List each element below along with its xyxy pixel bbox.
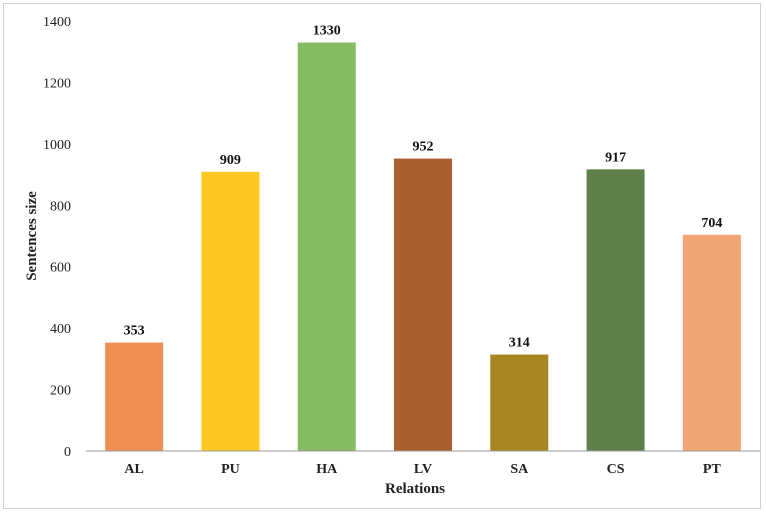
y-tick-label: 0 [64, 445, 71, 460]
bars [105, 42, 741, 452]
y-axis-ticks: 0 200 400 600 800 1000 1200 1400 [43, 15, 71, 460]
x-axis-ticks: AL PU HA LV SA CS PT [124, 462, 721, 477]
value-label-ha: 1330 [313, 24, 341, 39]
chart-frame: 0 200 400 600 800 1000 1200 1400 353 909 1330 952 3… [3, 3, 761, 509]
y-tick-label: 200 [50, 384, 71, 399]
value-label-al: 353 [124, 324, 145, 339]
value-label-pt: 704 [701, 216, 722, 231]
value-label-sa: 314 [509, 336, 530, 351]
x-tick-label-sa: SA [510, 462, 529, 477]
bar-sa [490, 354, 549, 451]
y-tick-label: 600 [50, 261, 71, 276]
value-labels: 353 909 1330 952 314 917 704 [124, 24, 723, 351]
x-tick-label-pt: PT [703, 462, 722, 477]
x-tick-label-pu: PU [221, 462, 240, 477]
value-label-lv: 952 [413, 140, 434, 155]
x-tick-label-al: AL [124, 462, 143, 477]
bar-al [105, 342, 164, 451]
x-axis-title: Relations [385, 481, 445, 497]
bar-pu [201, 171, 260, 452]
y-tick-label: 1000 [43, 138, 71, 153]
x-tick-label-lv: LV [414, 462, 432, 477]
y-tick-label: 1400 [43, 15, 71, 30]
bar-pt [682, 234, 741, 451]
bar-ha [297, 42, 356, 451]
x-tick-label-cs: CS [607, 462, 625, 477]
y-tick-label: 1200 [43, 76, 71, 91]
bar-cs [586, 169, 645, 451]
bar-lv [394, 158, 452, 451]
y-tick-label: 400 [50, 322, 71, 337]
value-label-cs: 917 [605, 150, 626, 165]
y-axis-title: Sentences size [24, 191, 40, 281]
y-tick-label: 800 [50, 199, 71, 214]
value-label-pu: 909 [220, 153, 241, 168]
x-tick-label-ha: HA [316, 462, 338, 477]
